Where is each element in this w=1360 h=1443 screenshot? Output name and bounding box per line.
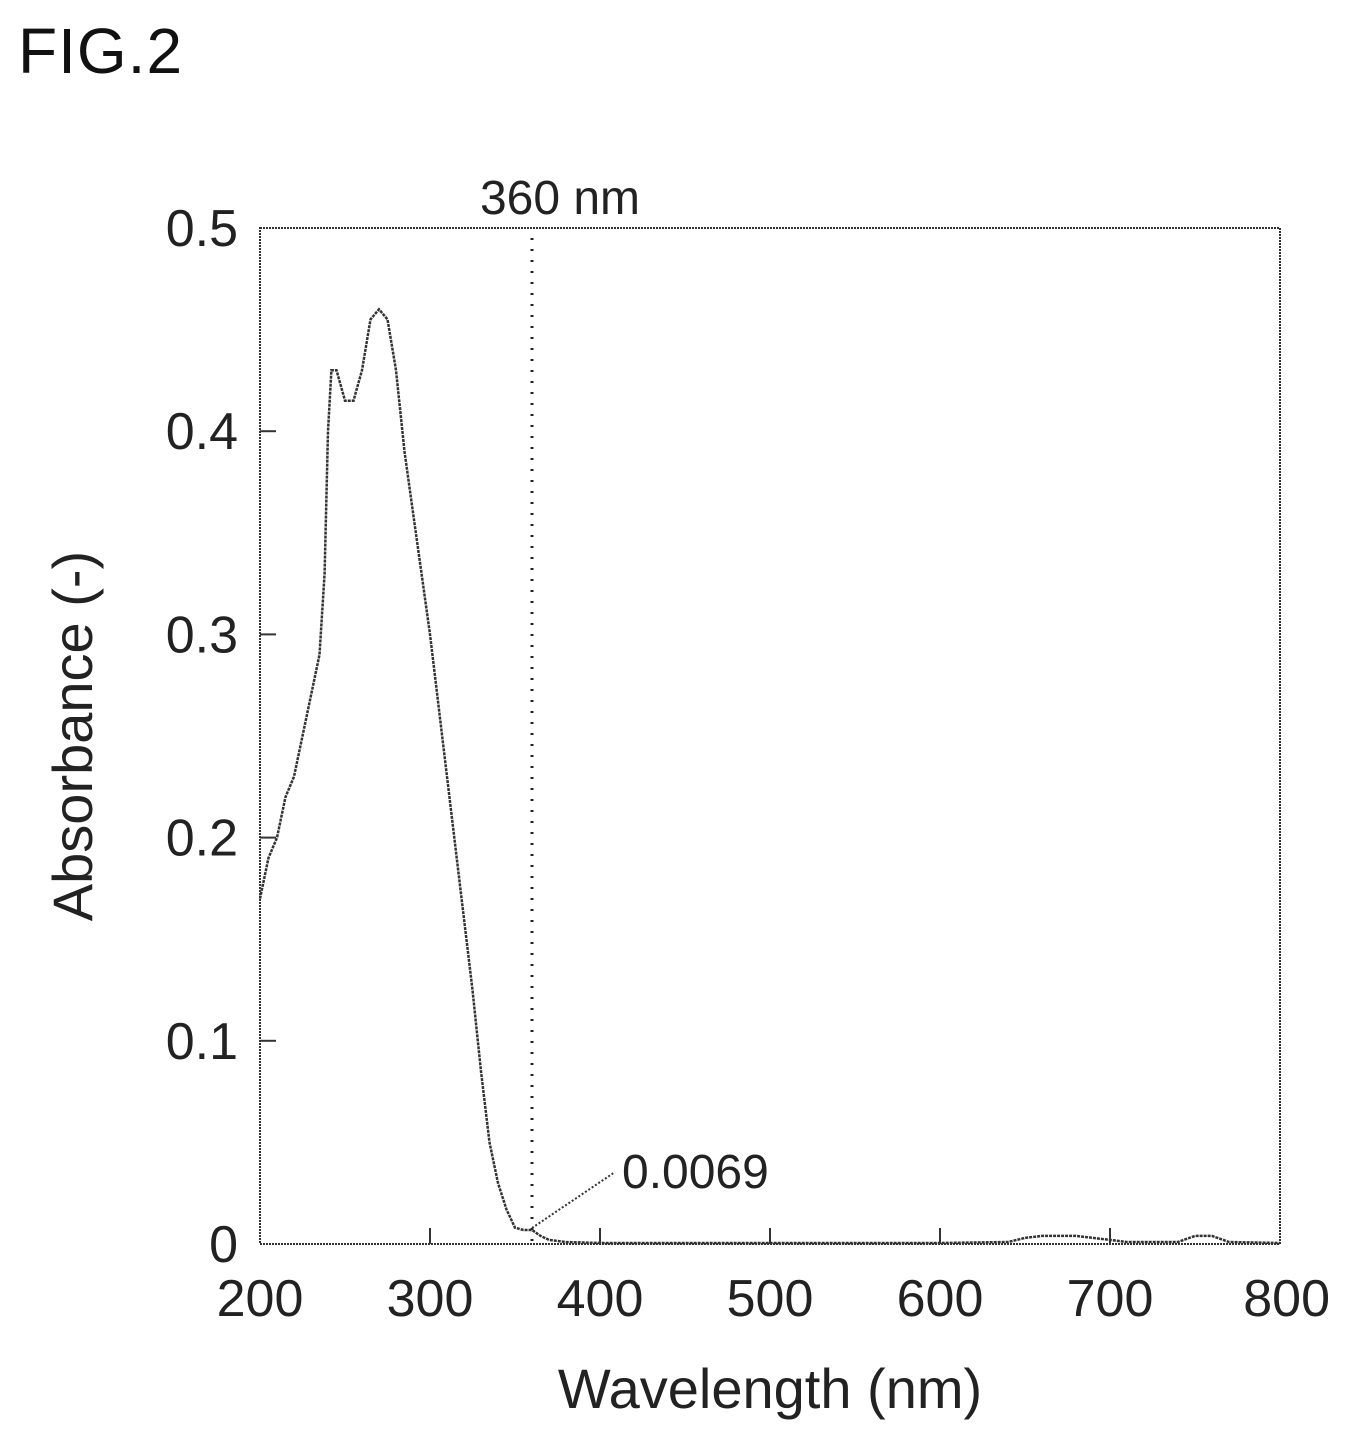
y-axis-ticks: 0 0.1 0.2 0.3 0.4 0.5 [166, 200, 276, 1274]
absorbance-series-line [258, 307, 1281, 1245]
figure-label: FIG.2 [18, 15, 184, 87]
annotation-value-label: 0.0069 [622, 1146, 769, 1199]
y-tick-label: 0.5 [166, 200, 238, 258]
x-tick-label: 300 [387, 1270, 474, 1328]
x-tick-label: 800 [1243, 1270, 1330, 1328]
y-tick-label: 0.2 [166, 810, 238, 868]
y-tick-label: 0 [209, 1216, 238, 1274]
x-axis-title: Wavelength (nm) [558, 1357, 982, 1420]
annotation-leader-line [531, 1171, 616, 1229]
reference-line-label: 360 nm [480, 172, 640, 225]
x-tick-label: 500 [727, 1270, 814, 1328]
x-tick-label: 200 [217, 1270, 304, 1328]
plot-frame [259, 227, 1281, 1245]
y-tick-label: 0.4 [166, 403, 238, 461]
y-tick-label: 0.3 [166, 606, 238, 664]
y-axis-title: Absorbance (-) [41, 551, 104, 921]
x-axis-ticks: 200 300 400 500 600 700 800 [217, 1228, 1330, 1328]
y-tick-label: 0.1 [166, 1013, 238, 1071]
x-tick-label: 600 [897, 1270, 984, 1328]
x-tick-label: 400 [557, 1270, 644, 1328]
x-tick-label: 700 [1067, 1270, 1154, 1328]
